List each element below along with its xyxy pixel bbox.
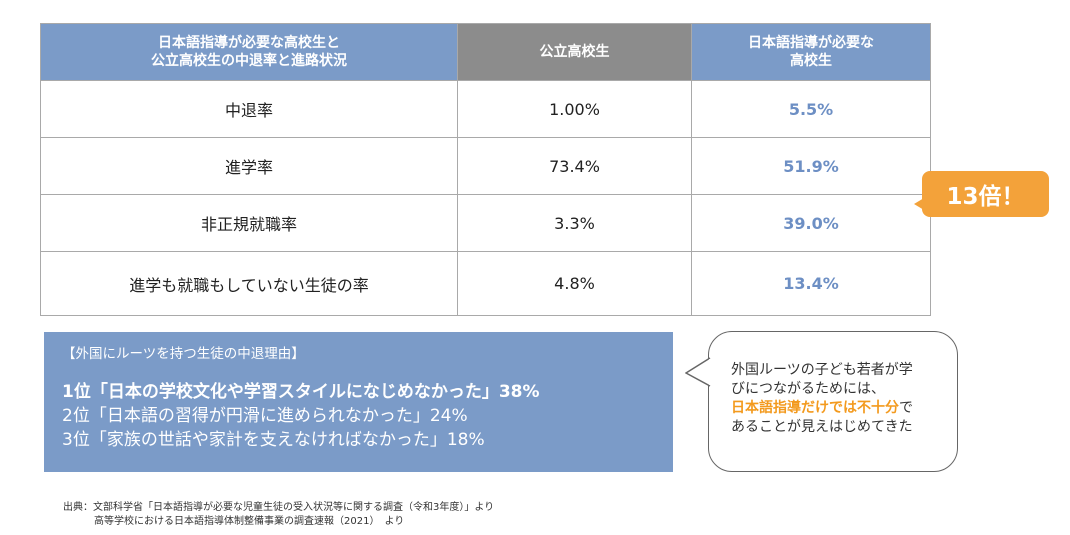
table-row: 進学率 73.4% 51.9%: [40, 137, 931, 195]
bubble-highlight-suffix: で: [899, 400, 913, 416]
reason-item-2: 2位「日本語の習得が円滑に進められなかった」24%: [62, 406, 468, 426]
row-public-value: 1.00%: [457, 80, 692, 138]
row-label: 進学も就職もしていない生徒の率: [40, 251, 458, 316]
row-public-value: 3.3%: [457, 194, 692, 252]
header-jsl: 日本語指導が必要な 高校生: [691, 23, 931, 81]
row-public-value: 4.8%: [457, 251, 692, 316]
header-jsl-line1: 日本語指導が必要な: [748, 35, 874, 51]
source-text-1: 文部科学省「日本語指導が必要な児童生徒の受入状況等に関する調査（令和3年度）」よ…: [93, 502, 495, 513]
table-row: 中退率 1.00% 5.5%: [40, 80, 931, 138]
comparison-table: 日本語指導が必要な高校生と 公立高校生の中退率と進路状況 公立高校生 日本語指導…: [40, 23, 931, 316]
source-line2: 高等学校における日本語指導体制整備事業の調査速報（2021） より: [94, 516, 405, 527]
bubble-line4: あることが見えはじめてきた: [731, 419, 913, 435]
table-header-row: 日本語指導が必要な高校生と 公立高校生の中退率と進路状況 公立高校生 日本語指導…: [40, 23, 931, 81]
row-jsl-value: 5.5%: [691, 80, 931, 138]
reasons-title: 【外国にルーツを持つ生徒の中退理由】: [62, 346, 305, 362]
header-topic-line2: 公立高校生の中退率と進路状況: [151, 53, 347, 69]
header-public-label: 公立高校生: [539, 44, 610, 60]
source-citation: 出典：文部科学省「日本語指導が必要な児童生徒の受入状況等に関する調査（令和3年度…: [63, 501, 494, 529]
header-public: 公立高校生: [457, 23, 692, 81]
table-row: 非正規就職率 3.3% 39.0%: [40, 194, 931, 252]
header-jsl-line2: 高校生: [790, 53, 832, 69]
speech-bubble: 外国ルーツの子ども若者が学 びにつながるためには、 日本語指導だけでは不十分で …: [708, 331, 958, 472]
header-topic-line1: 日本語指導が必要な高校生と: [158, 35, 340, 51]
source-line1: 出典：文部科学省「日本語指導が必要な児童生徒の受入状況等に関する調査（令和3年度…: [63, 501, 494, 515]
row-jsl-value: 13.4%: [691, 251, 931, 316]
bubble-line2: びにつながるためには、: [731, 381, 885, 397]
row-jsl-value: 39.0%: [691, 194, 931, 252]
reason-item-3: 3位「家族の世話や家計を支えなければなかった」18%: [62, 430, 485, 450]
thirteen-times-badge: 13倍！: [922, 171, 1049, 217]
bubble-line3: 日本語指導だけでは不十分で: [731, 399, 947, 418]
row-label: 進学率: [40, 137, 458, 195]
badge-pointer: [914, 198, 924, 210]
bubble-line1: 外国ルーツの子ども若者が学: [731, 362, 913, 378]
row-label: 中退率: [40, 80, 458, 138]
header-topic: 日本語指導が必要な高校生と 公立高校生の中退率と進路状況: [40, 23, 458, 81]
dropout-reasons-box: 【外国にルーツを持つ生徒の中退理由】 1位「日本の学校文化や学習スタイルになじめ…: [44, 332, 673, 472]
reason-item-1: 1位「日本の学校文化や学習スタイルになじめなかった」38%: [62, 382, 540, 402]
speech-bubble-tail: [685, 357, 711, 387]
table-row: 進学も就職もしていない生徒の率 4.8% 13.4%: [40, 251, 931, 316]
row-label: 非正規就職率: [40, 194, 458, 252]
bubble-highlight: 日本語指導だけでは不十分: [731, 400, 899, 416]
source-label: 出典：: [63, 502, 93, 513]
row-public-value: 73.4%: [457, 137, 692, 195]
row-jsl-value: 51.9%: [691, 137, 931, 195]
